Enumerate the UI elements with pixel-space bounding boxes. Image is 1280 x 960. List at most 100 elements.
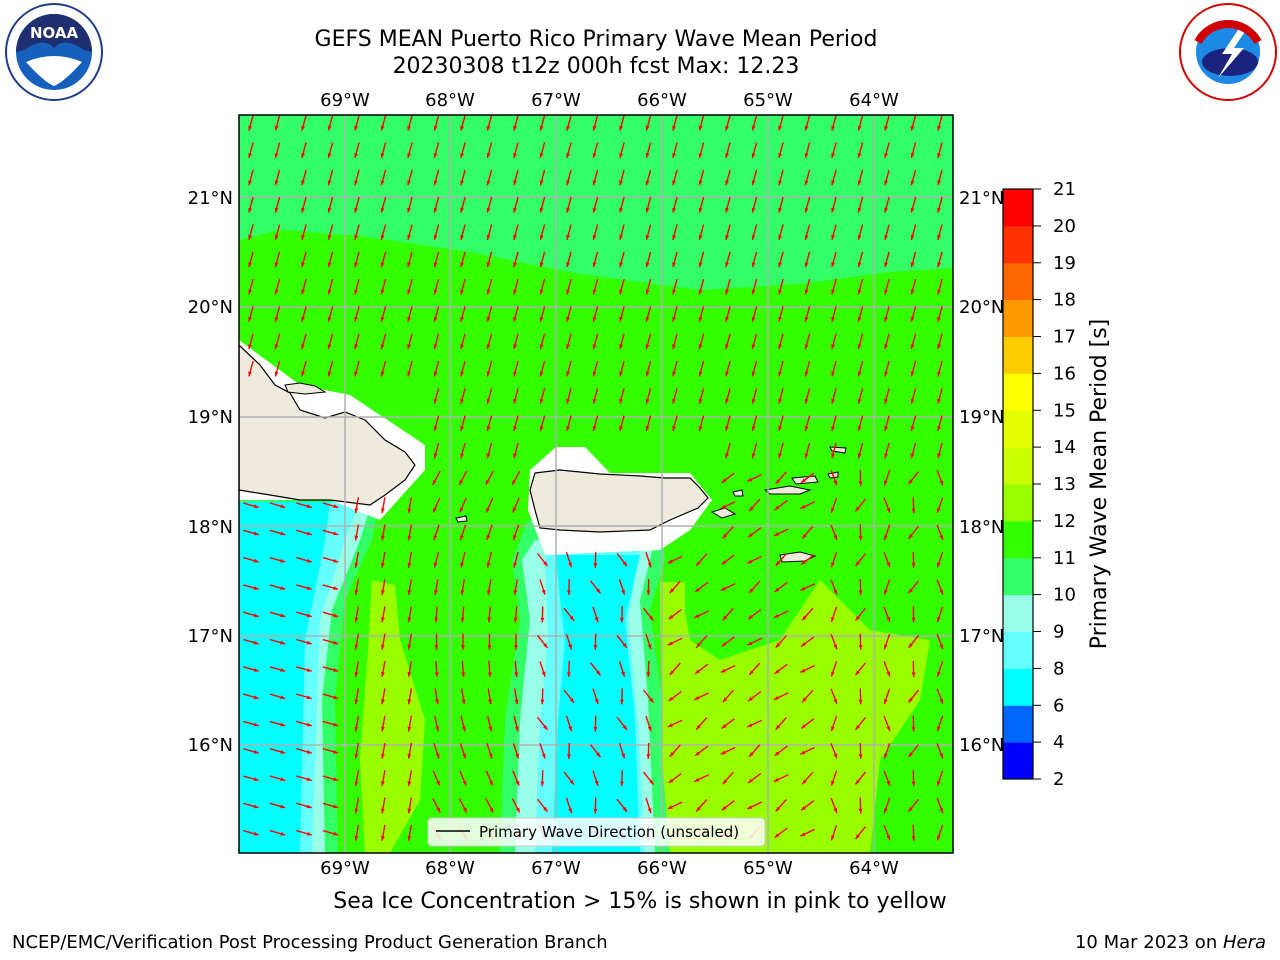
wave-arrow (380, 360, 387, 377)
wave-arrow (460, 142, 466, 159)
wave-arrow (566, 360, 572, 377)
wave-arrow (778, 142, 784, 159)
lon-label: 65°W (743, 858, 793, 879)
wave-arrow (536, 634, 549, 649)
wave-arrow (937, 306, 943, 322)
wave-arrow (910, 224, 917, 241)
colorbar-tick-label: 8 (1053, 658, 1064, 679)
wave-arrow (243, 529, 259, 536)
wave-arrow (592, 115, 599, 131)
wave-arrow (269, 584, 286, 590)
wave-arrow (857, 388, 864, 404)
wave-arrow (619, 251, 625, 268)
wave-arrow (592, 278, 599, 295)
wave-arrow (645, 142, 652, 159)
wave-arrow (751, 360, 758, 377)
wave-arrow (698, 169, 705, 186)
wave-arrow (248, 197, 254, 213)
wave-arrow (804, 169, 811, 186)
wave-arrow (831, 115, 837, 131)
wave-arrow (858, 469, 863, 486)
wave-arrow (539, 743, 546, 759)
wave-arrow (800, 472, 815, 484)
wave-arrow (322, 720, 339, 727)
wave-arrow (354, 142, 360, 159)
wave-arrow (243, 638, 259, 645)
wave-arrow (721, 636, 735, 648)
wave-arrow (725, 415, 731, 432)
lon-label: 69°W (320, 858, 370, 879)
wave-arrow (884, 306, 890, 322)
wave-arrow (884, 115, 890, 131)
wave-arrow (854, 716, 867, 731)
wave-arrow (269, 829, 286, 836)
wave-arrow (243, 556, 259, 563)
wave-arrow (486, 551, 493, 568)
colorbar-segment (1003, 668, 1033, 706)
wave-arrow (274, 333, 281, 350)
wave-arrow (296, 556, 312, 563)
wave-arrow (381, 524, 386, 541)
wave-arrow (539, 360, 546, 377)
wave-arrow (751, 224, 758, 241)
colorbar-segment (1003, 410, 1033, 448)
footer-branch: NCEP/EMC/Verification Post Processing Pr… (12, 932, 608, 953)
wave-arrow (539, 306, 546, 322)
wave-arrow (432, 770, 441, 786)
wave-arrow (672, 142, 678, 159)
wave-arrow (566, 278, 572, 295)
colorbar-segment (1003, 557, 1033, 596)
wave-arrow (884, 142, 890, 159)
wave-arrow (565, 551, 573, 568)
wave-arrow (592, 142, 599, 159)
wave-arrow (322, 666, 339, 672)
wave-arrow (322, 529, 339, 536)
wave-arrow (539, 415, 546, 432)
wave-arrow (243, 802, 259, 809)
wave-arrow (296, 584, 312, 590)
wave-arrow (486, 415, 493, 432)
wave-arrow (432, 497, 441, 513)
wave-arrow (485, 798, 494, 813)
wave-arrow (539, 251, 546, 268)
wave-arrow (804, 278, 811, 295)
wave-arrow (486, 524, 493, 541)
wave-arrow (936, 797, 944, 814)
wave-arrow (857, 142, 864, 159)
wave-arrow (778, 333, 784, 350)
wave-arrow (937, 169, 943, 186)
wave-arrow (566, 224, 572, 241)
wave-arrow (322, 829, 339, 836)
wave-arrow (539, 142, 546, 159)
colorbar-ticks: 2 4 6 8 9 10 11 12 13 14 15 16 17 18 19 … (1053, 179, 1076, 790)
colorbar-segment (1003, 447, 1033, 485)
wave-arrow (407, 306, 413, 322)
wave-arrow (645, 388, 652, 404)
wave-arrow (243, 720, 259, 727)
wave-arrow (487, 633, 492, 650)
wave-arrow (407, 742, 413, 759)
wave-arrow (354, 579, 360, 596)
lat-label: 21°N (959, 188, 1004, 209)
colorbar-tick-label: 10 (1053, 585, 1076, 606)
wave-arrow (296, 693, 312, 700)
lon-label: 68°W (425, 858, 475, 879)
wave-arrow (857, 224, 864, 241)
lon-label: 65°W (743, 90, 793, 111)
wave-arrow (778, 415, 784, 432)
wave-arrow (774, 499, 788, 511)
wave-arrow (460, 333, 466, 350)
wave-arrow (884, 278, 890, 295)
wave-arrow (725, 360, 731, 377)
wave-arrow (513, 715, 519, 732)
wave-arrow (698, 306, 705, 322)
wave-arrow (485, 470, 494, 486)
wave-arrow (722, 607, 734, 621)
wave-arrow (301, 251, 307, 268)
wave-arrow (694, 581, 709, 593)
wave-arrow (616, 716, 628, 731)
wave-arrow (937, 442, 943, 459)
wave-arrow (512, 770, 520, 786)
wave-arrow (618, 579, 626, 595)
wave-arrow (884, 360, 890, 377)
